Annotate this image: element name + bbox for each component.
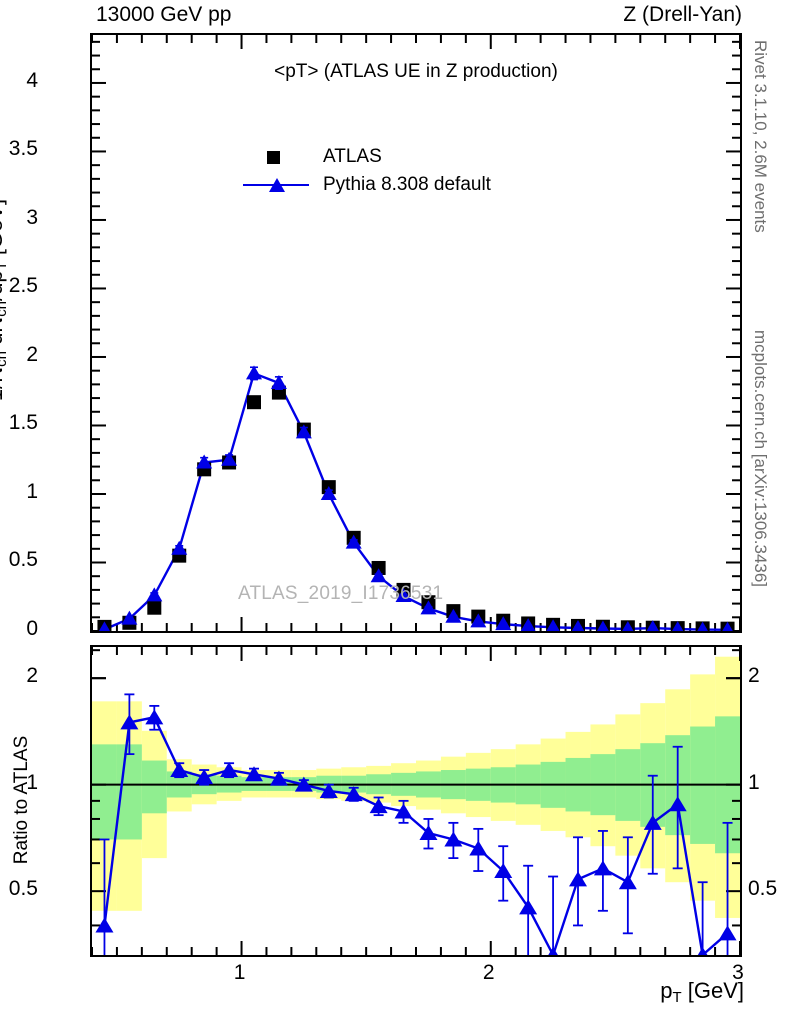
credit-rivet: Rivet 3.1.10, 2.6M events <box>751 40 770 233</box>
main-y-tick-label: 2.5 <box>8 274 38 298</box>
main-y-tick-label: 1.5 <box>8 411 38 435</box>
main-y-tick-label: 2 <box>26 342 38 366</box>
ratio-y-tick-label-right: 0.5 <box>748 877 778 901</box>
ratio-y-tick-label-left: 1 <box>26 770 38 794</box>
legend-marker-square <box>237 146 315 168</box>
main-plot-canvas <box>92 35 740 631</box>
credit-mcplots: mcplots.cern.ch [arXiv:1306.3436] <box>751 330 770 588</box>
legend-label-data: ATLAS <box>323 146 382 167</box>
legend-marker-triangle-line <box>237 174 315 196</box>
main-y-tick-label: 1 <box>26 479 38 503</box>
main-y-tick-label: 3.5 <box>8 137 38 161</box>
x-tick-label: 2 <box>482 961 495 984</box>
x-tick-label: 3 <box>732 961 744 984</box>
ratio-y-tick-label-left: 2 <box>26 664 38 688</box>
legend-item-mc: Pythia 8.308 default <box>237 171 491 199</box>
analysis-watermark: ATLAS_2019_I1736531 <box>238 583 444 604</box>
ratio-y-tick-label-left: 0.5 <box>8 877 38 901</box>
main-y-tick-label: 0.5 <box>8 548 38 572</box>
legend-label-mc: Pythia 8.308 default <box>323 174 491 195</box>
ratio-plot-canvas <box>92 647 740 955</box>
main-y-tick-label: 0 <box>26 617 38 640</box>
main-plot-panel: <pT> (ATLAS UE in Z production) ATLAS Py… <box>90 33 742 633</box>
ratio-y-axis-label: Ratio to ATLAS <box>11 735 32 865</box>
x-axis-label: pT [GeV] <box>660 978 744 1007</box>
x-tick-label: 1 <box>233 961 246 984</box>
ratio-plot-panel <box>90 645 742 957</box>
main-y-tick-label: 3 <box>26 205 38 229</box>
main-y-axis-label: 1/Nch dNch/dpT [GeV] <box>0 198 11 402</box>
ratio-y-tick-label-right: 2 <box>748 664 760 688</box>
header-process-info: Z (Drell-Yan) <box>623 3 742 26</box>
main-y-tick-label: 4 <box>26 68 38 92</box>
legend: ATLAS Pythia 8.308 default <box>237 143 491 199</box>
legend-item-data: ATLAS <box>237 143 491 171</box>
plot-title: <pT> (ATLAS UE in Z production) <box>274 61 558 82</box>
ratio-y-tick-label-right: 1 <box>748 770 760 794</box>
header-beam-info: 13000 GeV pp <box>96 3 232 26</box>
